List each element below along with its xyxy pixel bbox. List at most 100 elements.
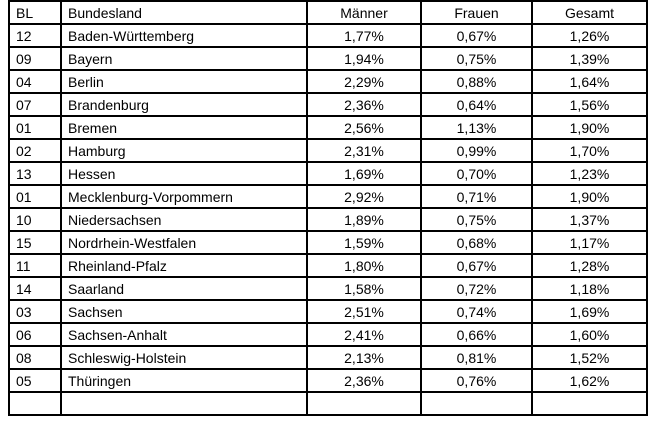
- table-row: 03 Sachsen 2,51% 0,74% 1,69%: [8, 299, 648, 324]
- empty-cell: [306, 391, 422, 416]
- table-row: 01 Bremen 2,56% 1,13% 1,90%: [8, 115, 648, 140]
- empty-cell: [8, 391, 62, 416]
- cell-frauen: 0,76%: [420, 368, 533, 393]
- cell-frauen: 1,13%: [420, 115, 533, 140]
- cell-bl: 10: [8, 207, 62, 232]
- cell-bundesland: Thüringen: [60, 368, 308, 393]
- table-row: 06 Sachsen-Anhalt 2,41% 0,66% 1,60%: [8, 322, 648, 347]
- table-row: 05 Thüringen 2,36% 0,76% 1,62%: [8, 368, 648, 393]
- col-header-frauen: Frauen: [420, 0, 533, 25]
- cell-bl: 11: [8, 253, 62, 278]
- table-row: 12 Baden-Württemberg 1,77% 0,67% 1,26%: [8, 23, 648, 48]
- cell-maenner: 2,29%: [306, 69, 422, 94]
- cell-maenner: 2,31%: [306, 138, 422, 163]
- cell-maenner: 2,13%: [306, 345, 422, 370]
- empty-cell: [531, 391, 648, 416]
- cell-bundesland: Mecklenburg-Vorpommern: [60, 184, 308, 209]
- cell-maenner: 1,89%: [306, 207, 422, 232]
- table-row: 04 Berlin 2,29% 0,88% 1,64%: [8, 69, 648, 94]
- cell-bl: 14: [8, 276, 62, 301]
- table-row: 02 Hamburg 2,31% 0,99% 1,70%: [8, 138, 648, 163]
- cell-frauen: 0,68%: [420, 230, 533, 255]
- cell-bl: 05: [8, 368, 62, 393]
- cell-frauen: 0,99%: [420, 138, 533, 163]
- cell-gesamt: 1,52%: [531, 345, 648, 370]
- cell-gesamt: 1,56%: [531, 92, 648, 117]
- cell-maenner: 2,41%: [306, 322, 422, 347]
- cell-maenner: 1,80%: [306, 253, 422, 278]
- cell-gesamt: 1,90%: [531, 184, 648, 209]
- cell-bl: 08: [8, 345, 62, 370]
- col-header-bundesland: Bundesland: [60, 0, 308, 25]
- cell-gesamt: 1,90%: [531, 115, 648, 140]
- bundesland-statistics-table: BL Bundesland Männer Frauen Gesamt 12 Bad…: [8, 0, 648, 416]
- cell-frauen: 0,67%: [420, 253, 533, 278]
- cell-maenner: 2,56%: [306, 115, 422, 140]
- cell-bl: 02: [8, 138, 62, 163]
- cell-bl: 09: [8, 46, 62, 71]
- cell-frauen: 0,75%: [420, 46, 533, 71]
- cell-bundesland: Sachsen-Anhalt: [60, 322, 308, 347]
- cell-bl: 04: [8, 69, 62, 94]
- cell-frauen: 0,70%: [420, 161, 533, 186]
- table-row: 07 Brandenburg 2,36% 0,64% 1,56%: [8, 92, 648, 117]
- cell-bl: 01: [8, 115, 62, 140]
- col-header-bl: BL: [8, 0, 62, 25]
- table-row: 14 Saarland 1,58% 0,72% 1,18%: [8, 276, 648, 301]
- cell-maenner: 1,59%: [306, 230, 422, 255]
- cell-bl: 06: [8, 322, 62, 347]
- cell-gesamt: 1,39%: [531, 46, 648, 71]
- cell-bundesland: Hessen: [60, 161, 308, 186]
- cell-frauen: 0,75%: [420, 207, 533, 232]
- empty-cell: [420, 391, 533, 416]
- cell-bl: 03: [8, 299, 62, 324]
- table-row: 10 Niedersachsen 1,89% 0,75% 1,37%: [8, 207, 648, 232]
- cell-maenner: 1,77%: [306, 23, 422, 48]
- cell-bundesland: Baden-Württemberg: [60, 23, 308, 48]
- cell-maenner: 2,51%: [306, 299, 422, 324]
- cell-maenner: 2,36%: [306, 368, 422, 393]
- cell-gesamt: 1,64%: [531, 69, 648, 94]
- cell-bl: 12: [8, 23, 62, 48]
- cell-maenner: 2,92%: [306, 184, 422, 209]
- cell-gesamt: 1,28%: [531, 253, 648, 278]
- cell-gesamt: 1,69%: [531, 299, 648, 324]
- table-row: 13 Hessen 1,69% 0,70% 1,23%: [8, 161, 648, 186]
- cell-bundesland: Schleswig-Holstein: [60, 345, 308, 370]
- empty-cell: [60, 391, 308, 416]
- cell-bl: 13: [8, 161, 62, 186]
- cell-maenner: 1,94%: [306, 46, 422, 71]
- cell-gesamt: 1,37%: [531, 207, 648, 232]
- cell-frauen: 0,81%: [420, 345, 533, 370]
- table-body: 12 Baden-Württemberg 1,77% 0,67% 1,26% 09 Baye…: [8, 23, 648, 416]
- col-header-gesamt: Gesamt: [531, 0, 648, 25]
- cell-bundesland: Nordrhein-Westfalen: [60, 230, 308, 255]
- cell-maenner: 1,58%: [306, 276, 422, 301]
- cell-maenner: 1,69%: [306, 161, 422, 186]
- cell-bundesland: Saarland: [60, 276, 308, 301]
- cell-frauen: 0,64%: [420, 92, 533, 117]
- empty-partial-row: [8, 391, 648, 416]
- cell-frauen: 0,71%: [420, 184, 533, 209]
- cell-bundesland: Rheinland-Pfalz: [60, 253, 308, 278]
- cell-gesamt: 1,60%: [531, 322, 648, 347]
- cell-bundesland: Niedersachsen: [60, 207, 308, 232]
- col-header-maenner: Männer: [306, 0, 422, 25]
- table-row: 15 Nordrhein-Westfalen 1,59% 0,68% 1,17%: [8, 230, 648, 255]
- table-row: 11 Rheinland-Pfalz 1,80% 0,67% 1,28%: [8, 253, 648, 278]
- cell-bundesland: Bremen: [60, 115, 308, 140]
- table-row: 01 Mecklenburg-Vorpommern 2,92% 0,71% 1,90%: [8, 184, 648, 209]
- table-row: 09 Bayern 1,94% 0,75% 1,39%: [8, 46, 648, 71]
- cell-bundesland: Hamburg: [60, 138, 308, 163]
- cell-bl: 01: [8, 184, 62, 209]
- cell-frauen: 0,67%: [420, 23, 533, 48]
- table-row: 08 Schleswig-Holstein 2,13% 0,81% 1,52%: [8, 345, 648, 370]
- cell-gesamt: 1,62%: [531, 368, 648, 393]
- cell-bundesland: Brandenburg: [60, 92, 308, 117]
- cell-frauen: 0,88%: [420, 69, 533, 94]
- cell-frauen: 0,66%: [420, 322, 533, 347]
- cell-gesamt: 1,17%: [531, 230, 648, 255]
- cell-bl: 15: [8, 230, 62, 255]
- cell-frauen: 0,72%: [420, 276, 533, 301]
- cell-bundesland: Bayern: [60, 46, 308, 71]
